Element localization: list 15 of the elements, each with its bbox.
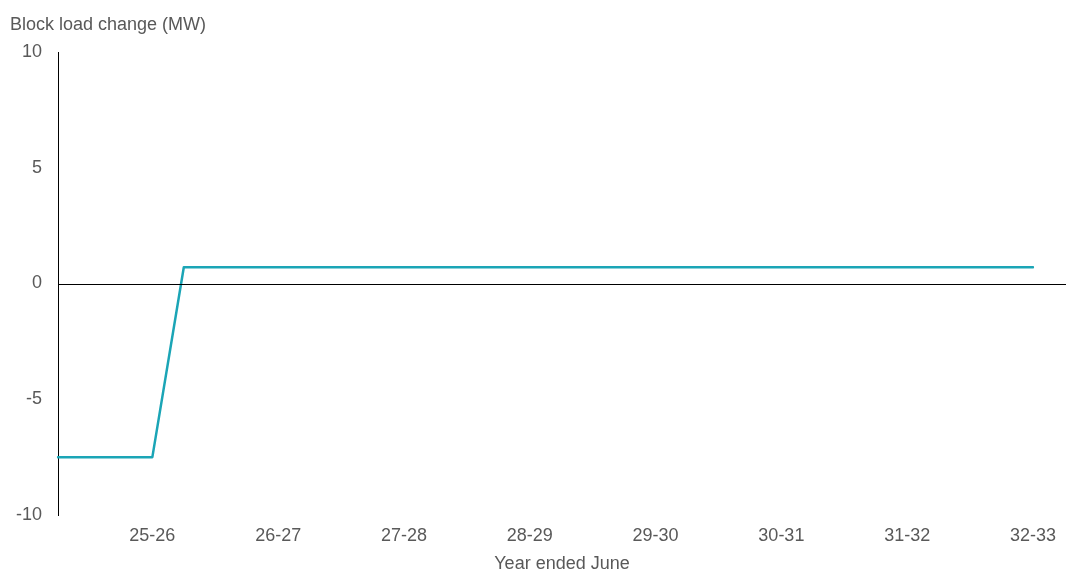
x-tick-label: 26-27 [255, 524, 302, 545]
x-tick-label: 31-32 [884, 524, 931, 545]
y-tick-label: 5 [31, 156, 42, 177]
x-tick-label: 28-29 [506, 524, 553, 545]
y-tick-label: -5 [25, 388, 42, 409]
x-tick-label: 32-33 [1009, 524, 1056, 545]
y-axis-title: Block load change (MW) [10, 14, 207, 35]
x-tick-label: 27-28 [380, 524, 427, 545]
x-tick-label: 29-30 [632, 524, 679, 545]
y-tick-label: 0 [31, 272, 42, 293]
x-tick-label: 30-31 [758, 524, 805, 545]
y-tick-label: -10 [15, 503, 42, 524]
y-tick-label: 10 [21, 40, 42, 61]
x-axis-title: Year ended June [493, 553, 631, 572]
x-tick-label: 25-26 [129, 524, 176, 545]
